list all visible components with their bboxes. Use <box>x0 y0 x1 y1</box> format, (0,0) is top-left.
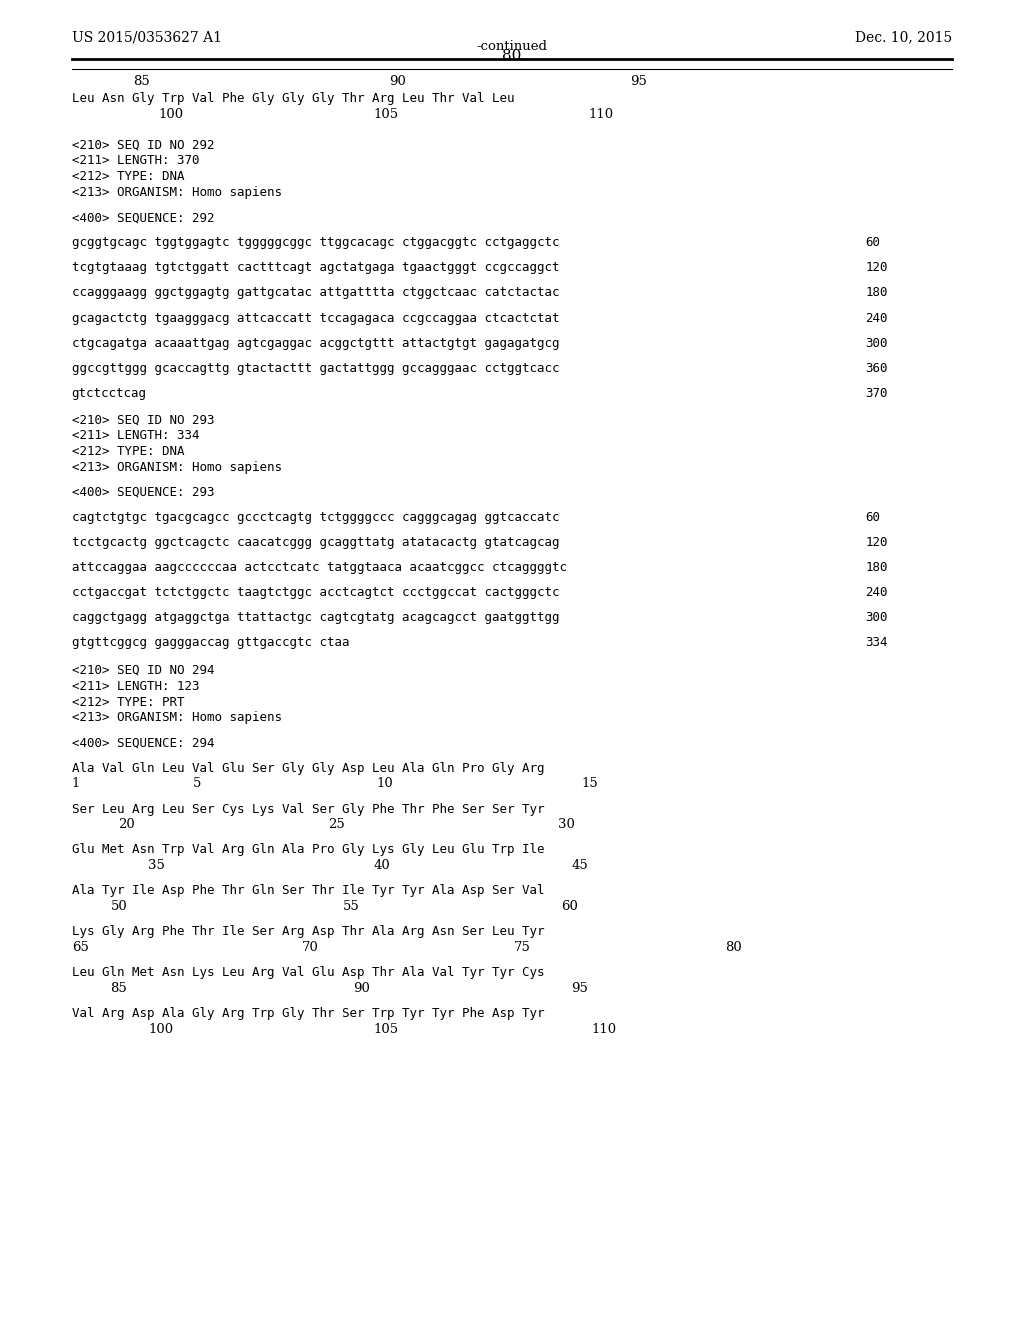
Text: gtgttcggcg gagggaccag gttgaccgtc ctaa: gtgttcggcg gagggaccag gttgaccgtc ctaa <box>72 636 349 649</box>
Text: 80: 80 <box>725 941 741 954</box>
Text: 40: 40 <box>374 859 390 873</box>
Text: Val Arg Asp Ala Gly Arg Trp Gly Thr Ser Trp Tyr Tyr Phe Asp Tyr: Val Arg Asp Ala Gly Arg Trp Gly Thr Ser … <box>72 1007 544 1020</box>
Text: 65: 65 <box>72 941 88 954</box>
Text: 300: 300 <box>865 611 888 624</box>
Text: 15: 15 <box>582 777 598 791</box>
Text: 60: 60 <box>865 511 881 524</box>
Text: gcagactctg tgaagggacg attcaccatt tccagagaca ccgccaggaa ctcactctat: gcagactctg tgaagggacg attcaccatt tccagag… <box>72 312 559 325</box>
Text: 370: 370 <box>865 387 888 400</box>
Text: <213> ORGANISM: Homo sapiens: <213> ORGANISM: Homo sapiens <box>72 186 282 199</box>
Text: 180: 180 <box>865 286 888 300</box>
Text: Leu Asn Gly Trp Val Phe Gly Gly Gly Thr Arg Leu Thr Val Leu: Leu Asn Gly Trp Val Phe Gly Gly Gly Thr … <box>72 92 514 106</box>
Text: <212> TYPE: DNA: <212> TYPE: DNA <box>72 445 184 458</box>
Text: attccaggaa aagccccccaa actcctcatc tatggtaaca acaatcggcc ctcaggggtc: attccaggaa aagccccccaa actcctcatc tatggt… <box>72 561 566 574</box>
Text: 10: 10 <box>377 777 393 791</box>
Text: cagtctgtgc tgacgcagcc gccctcagtg tctggggccc cagggcagag ggtcaccatc: cagtctgtgc tgacgcagcc gccctcagtg tctgggg… <box>72 511 559 524</box>
Text: <213> ORGANISM: Homo sapiens: <213> ORGANISM: Homo sapiens <box>72 461 282 474</box>
Text: Glu Met Asn Trp Val Arg Gln Ala Pro Gly Lys Gly Leu Glu Trp Ile: Glu Met Asn Trp Val Arg Gln Ala Pro Gly … <box>72 843 544 857</box>
Text: <210> SEQ ID NO 293: <210> SEQ ID NO 293 <box>72 413 214 426</box>
Text: 360: 360 <box>865 362 888 375</box>
Text: 95: 95 <box>630 74 646 87</box>
Text: <210> SEQ ID NO 292: <210> SEQ ID NO 292 <box>72 139 214 152</box>
Text: 60: 60 <box>561 900 578 913</box>
Text: 240: 240 <box>865 312 888 325</box>
Text: 60: 60 <box>865 236 881 249</box>
Text: Ser Leu Arg Leu Ser Cys Lys Val Ser Gly Phe Thr Phe Ser Ser Tyr: Ser Leu Arg Leu Ser Cys Lys Val Ser Gly … <box>72 803 544 816</box>
Text: 35: 35 <box>148 859 165 873</box>
Text: 30: 30 <box>558 818 574 832</box>
Text: cctgaccgat tctctggctc taagtctggc acctcagtct ccctggccat cactgggctc: cctgaccgat tctctggctc taagtctggc acctcag… <box>72 586 559 599</box>
Text: US 2015/0353627 A1: US 2015/0353627 A1 <box>72 30 221 45</box>
Text: 100: 100 <box>159 108 184 121</box>
Text: 100: 100 <box>148 1023 174 1036</box>
Text: 50: 50 <box>111 900 127 913</box>
Text: 95: 95 <box>571 982 588 995</box>
Text: gcggtgcagc tggtggagtc tgggggcggc ttggcacagc ctggacggtc cctgaggctc: gcggtgcagc tggtggagtc tgggggcggc ttggcac… <box>72 236 559 249</box>
Text: <213> ORGANISM: Homo sapiens: <213> ORGANISM: Homo sapiens <box>72 711 282 725</box>
Text: 1: 1 <box>72 777 80 791</box>
Text: caggctgagg atgaggctga ttattactgc cagtcgtatg acagcagcct gaatggttgg: caggctgagg atgaggctga ttattactgc cagtcgt… <box>72 611 559 624</box>
Text: Ala Tyr Ile Asp Phe Thr Gln Ser Thr Ile Tyr Tyr Ala Asp Ser Val: Ala Tyr Ile Asp Phe Thr Gln Ser Thr Ile … <box>72 884 544 898</box>
Text: 5: 5 <box>193 777 201 791</box>
Text: ctgcagatga acaaattgag agtcgaggac acggctgttt attactgtgt gagagatgcg: ctgcagatga acaaattgag agtcgaggac acggctg… <box>72 337 559 350</box>
Text: 70: 70 <box>302 941 318 954</box>
Text: 180: 180 <box>865 561 888 574</box>
Text: 105: 105 <box>374 108 399 121</box>
Text: 120: 120 <box>865 261 888 275</box>
Text: gtctcctcag: gtctcctcag <box>72 387 146 400</box>
Text: ggccgttggg gcaccagttg gtactacttt gactattggg gccagggaac cctggtcacc: ggccgttggg gcaccagttg gtactacttt gactatt… <box>72 362 559 375</box>
Text: <400> SEQUENCE: 293: <400> SEQUENCE: 293 <box>72 486 214 499</box>
Text: 300: 300 <box>865 337 888 350</box>
Text: tcctgcactg ggctcagctc caacatcggg gcaggttatg atatacactg gtatcagcag: tcctgcactg ggctcagctc caacatcggg gcaggtt… <box>72 536 559 549</box>
Text: -continued: -continued <box>476 40 548 53</box>
Text: <212> TYPE: DNA: <212> TYPE: DNA <box>72 170 184 183</box>
Text: <211> LENGTH: 370: <211> LENGTH: 370 <box>72 154 200 168</box>
Text: <400> SEQUENCE: 292: <400> SEQUENCE: 292 <box>72 211 214 224</box>
Text: 85: 85 <box>111 982 127 995</box>
Text: 110: 110 <box>589 108 614 121</box>
Text: <210> SEQ ID NO 294: <210> SEQ ID NO 294 <box>72 664 214 677</box>
Text: Dec. 10, 2015: Dec. 10, 2015 <box>855 30 952 45</box>
Text: 25: 25 <box>328 818 344 832</box>
Text: Lys Gly Arg Phe Thr Ile Ser Arg Asp Thr Ala Arg Asn Ser Leu Tyr: Lys Gly Arg Phe Thr Ile Ser Arg Asp Thr … <box>72 925 544 939</box>
Text: 85: 85 <box>133 74 150 87</box>
Text: <400> SEQUENCE: 294: <400> SEQUENCE: 294 <box>72 737 214 750</box>
Text: Leu Gln Met Asn Lys Leu Arg Val Glu Asp Thr Ala Val Tyr Tyr Cys: Leu Gln Met Asn Lys Leu Arg Val Glu Asp … <box>72 966 544 979</box>
Text: 55: 55 <box>343 900 359 913</box>
Text: <212> TYPE: PRT: <212> TYPE: PRT <box>72 696 184 709</box>
Text: 105: 105 <box>374 1023 399 1036</box>
Text: 90: 90 <box>353 982 370 995</box>
Text: 45: 45 <box>571 859 588 873</box>
Text: 90: 90 <box>389 74 406 87</box>
Text: ccagggaagg ggctggagtg gattgcatac attgatttta ctggctcaac catctactac: ccagggaagg ggctggagtg gattgcatac attgatt… <box>72 286 559 300</box>
Text: 75: 75 <box>514 941 530 954</box>
Text: 20: 20 <box>118 818 134 832</box>
Text: 240: 240 <box>865 586 888 599</box>
Text: 80: 80 <box>503 49 521 63</box>
Text: 120: 120 <box>865 536 888 549</box>
Text: <211> LENGTH: 334: <211> LENGTH: 334 <box>72 429 200 442</box>
Text: Ala Val Gln Leu Val Glu Ser Gly Gly Asp Leu Ala Gln Pro Gly Arg: Ala Val Gln Leu Val Glu Ser Gly Gly Asp … <box>72 762 544 775</box>
Text: 334: 334 <box>865 636 888 649</box>
Text: 110: 110 <box>592 1023 617 1036</box>
Text: <211> LENGTH: 123: <211> LENGTH: 123 <box>72 680 200 693</box>
Text: tcgtgtaaag tgtctggatt cactttcagt agctatgaga tgaactgggt ccgccaggct: tcgtgtaaag tgtctggatt cactttcagt agctatg… <box>72 261 559 275</box>
